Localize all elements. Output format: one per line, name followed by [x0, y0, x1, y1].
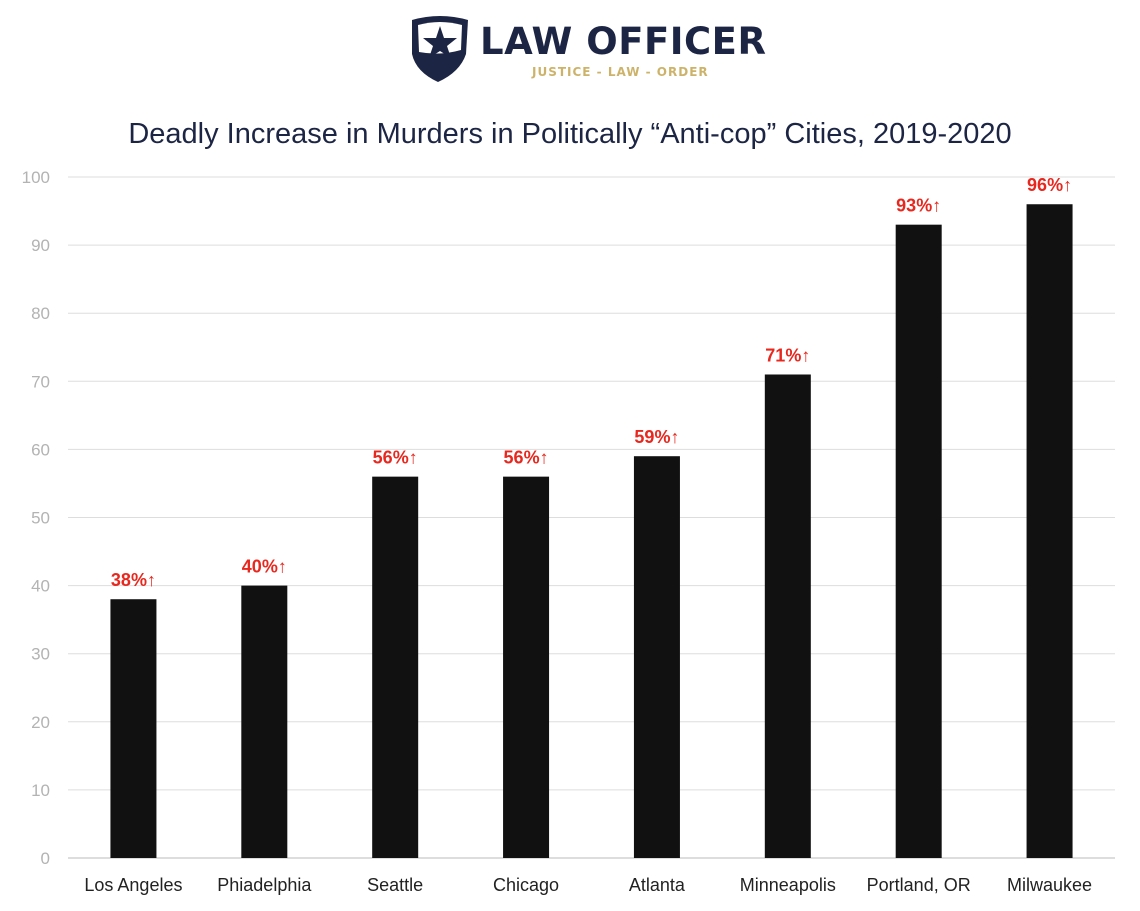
y-tick-label: 60 [31, 440, 50, 459]
data-label: 56%↑ [504, 448, 549, 468]
x-tick-label: Los Angeles [84, 875, 182, 895]
y-tick-label: 100 [22, 168, 50, 187]
data-label: 96%↑ [1027, 175, 1072, 195]
y-tick-label: 30 [31, 645, 50, 664]
y-tick-label: 20 [31, 713, 50, 732]
data-label: 59%↑ [634, 427, 679, 447]
y-tick-label: 70 [31, 372, 50, 391]
data-label: 71%↑ [765, 345, 810, 365]
y-tick-label: 40 [31, 577, 50, 596]
x-tick-label: Seattle [367, 875, 423, 895]
bar [764, 374, 811, 858]
shield-star-icon [412, 16, 468, 82]
bar [1026, 204, 1073, 859]
bar [372, 476, 419, 858]
data-label: 56%↑ [373, 448, 418, 468]
data-label: 93%↑ [896, 196, 941, 216]
x-tick-label: Chicago [493, 875, 559, 895]
y-tick-label: 80 [31, 304, 50, 323]
y-tick-label: 90 [31, 236, 50, 255]
data-label: 38%↑ [111, 570, 156, 590]
x-tick-label: Atlanta [629, 875, 686, 895]
x-tick-label: Portland, OR [867, 875, 971, 895]
logo-name: LAW OFFICER [480, 20, 767, 63]
data-label: 40%↑ [242, 557, 287, 577]
bar [110, 599, 157, 858]
x-tick-label: Phiadelphia [217, 875, 312, 895]
bar [241, 585, 288, 858]
chart-title: Deadly Increase in Murders in Politicall… [128, 118, 1012, 150]
x-tick-label: Milwaukee [1007, 875, 1092, 895]
logo-tagline: JUSTICE - LAW - ORDER [532, 65, 709, 79]
bar [895, 224, 942, 859]
y-tick-label: 10 [31, 781, 50, 800]
y-tick-label: 0 [41, 849, 50, 868]
bar [503, 476, 550, 858]
x-tick-label: Minneapolis [740, 875, 836, 895]
bar [633, 456, 680, 858]
law-officer-logo: LAW OFFICER JUSTICE - LAW - ORDER [408, 14, 766, 84]
y-tick-label: 50 [31, 509, 50, 528]
